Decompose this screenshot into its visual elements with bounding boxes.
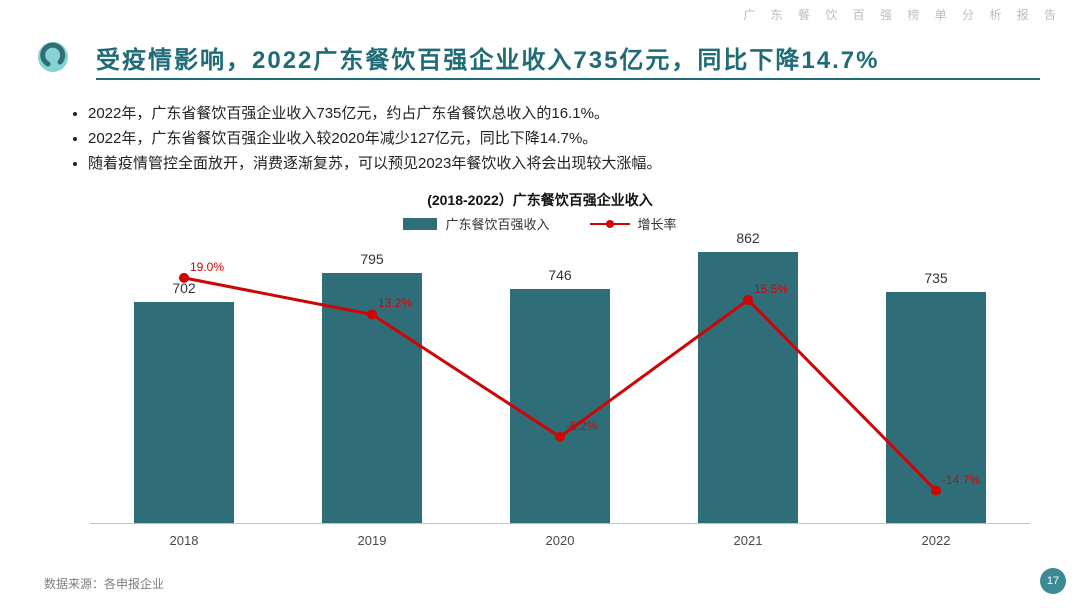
x-axis-label: 2018 <box>124 533 244 548</box>
bar <box>322 273 422 524</box>
title-row: 受疫情影响，2022广东餐饮百强企业收入735亿元，同比下降14.7% <box>96 40 1040 75</box>
slide: 广 东 餐 饮 百 强 榜 单 分 析 报 告 受疫情影响，2022广东餐饮百强… <box>0 0 1080 608</box>
bullet-list: 2022年，广东省餐饮百强企业收入735亿元，约占广东省餐饮总收入的16.1%。… <box>68 102 1040 176</box>
bar <box>134 302 234 524</box>
bullet-item: 随着疫情管控全面放开，消费逐渐复苏，可以预见2023年餐饮收入将会出现较大涨幅。 <box>88 152 1040 177</box>
page-title: 受疫情影响，2022广东餐饮百强企业收入735亿元，同比下降14.7% <box>96 40 879 75</box>
bullet-item: 2022年，广东省餐饮百强企业收入较2020年减少127亿元，同比下降14.7%… <box>88 127 1040 152</box>
bar-wrap: 746 <box>500 267 620 524</box>
chart-title: (2018-2022）广东餐饮百强企业收入 <box>0 190 1080 210</box>
growth-rate-label: 19.0% <box>190 260 224 274</box>
bar <box>886 292 986 524</box>
bar-value-label: 735 <box>924 270 947 286</box>
bar-value-label: 795 <box>360 251 383 267</box>
bar-swatch-icon <box>403 218 437 230</box>
x-axis-line <box>90 523 1030 524</box>
bar-wrap: 862 <box>688 230 808 524</box>
bar-value-label: 746 <box>548 267 571 283</box>
legend-bar-label: 广东餐饮百强收入 <box>445 214 549 233</box>
growth-rate-label: -14.7% <box>942 473 980 487</box>
chart-legend: 广东餐饮百强收入 增长率 <box>0 214 1080 233</box>
chart-area: 702795746862735 20182019202020212022 19.… <box>90 240 1030 548</box>
growth-rate-label: 13.2% <box>378 296 412 310</box>
x-axis-label: 2022 <box>876 533 996 548</box>
x-labels: 2018 2019 2020 2021 2022 <box>90 533 1030 548</box>
x-axis-label: 2019 <box>312 533 432 548</box>
legend-line: 增长率 <box>590 214 677 233</box>
legend-bar: 广东餐饮百强收入 <box>403 214 549 233</box>
bars-container: 702795746862735 <box>90 240 1030 524</box>
growth-rate-label: -6.2% <box>566 419 597 433</box>
logo-icon <box>36 40 70 74</box>
bar-wrap: 795 <box>312 251 432 524</box>
x-axis-label: 2021 <box>688 533 808 548</box>
source-prefix: 数据来源： <box>44 577 104 591</box>
legend-line-label: 增长率 <box>638 214 677 233</box>
x-axis-label: 2020 <box>500 533 620 548</box>
growth-rate-label: 15.5% <box>754 282 788 296</box>
bar <box>510 289 610 524</box>
bullet-item: 2022年，广东省餐饮百强企业收入735亿元，约占广东省餐饮总收入的16.1%。 <box>88 102 1040 127</box>
data-source: 数据来源：各申报企业 <box>44 575 164 592</box>
source-name: 各申报企业 <box>104 577 164 591</box>
title-underline <box>96 78 1040 80</box>
page-number-badge: 17 <box>1040 568 1066 594</box>
bar-value-label: 862 <box>736 230 759 246</box>
bar-wrap: 702 <box>124 280 244 524</box>
bar-value-label: 702 <box>172 280 195 296</box>
line-swatch-icon <box>590 218 630 230</box>
report-tag: 广 东 餐 饮 百 强 榜 单 分 析 报 告 <box>743 6 1062 23</box>
